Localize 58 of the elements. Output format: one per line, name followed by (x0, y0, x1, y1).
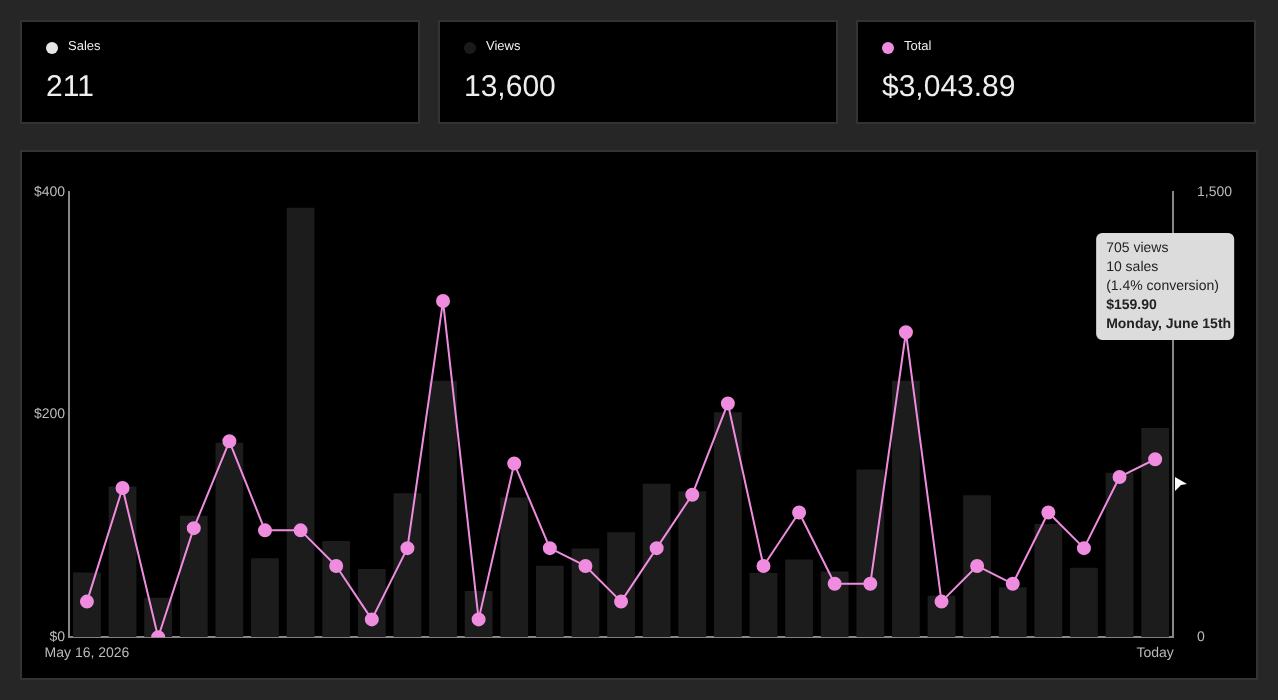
bar (713, 412, 742, 638)
bar (108, 486, 137, 638)
bar (429, 380, 457, 638)
point (542, 541, 557, 556)
bar (1105, 472, 1134, 638)
point (649, 541, 664, 556)
point (329, 558, 344, 573)
text: 211 (46, 70, 94, 104)
text: 13,600 (464, 70, 556, 104)
point (827, 576, 842, 591)
point (614, 594, 629, 609)
point (1005, 576, 1020, 591)
bar (322, 541, 351, 638)
bar (286, 207, 315, 638)
bar (179, 515, 208, 638)
bar (749, 573, 778, 638)
point (1112, 469, 1127, 484)
bar (892, 380, 920, 638)
point (578, 558, 593, 573)
point (115, 481, 130, 496)
bar (215, 442, 244, 638)
bar (785, 559, 813, 638)
bar (856, 469, 885, 638)
point (792, 505, 807, 520)
bar (678, 491, 707, 638)
point (934, 594, 949, 609)
bar (642, 483, 671, 638)
point (970, 558, 985, 573)
point (1041, 505, 1056, 520)
bar (500, 497, 529, 638)
point (863, 576, 878, 591)
point (257, 523, 272, 538)
point (79, 594, 94, 609)
point (436, 294, 451, 309)
point (364, 612, 379, 627)
point (1148, 452, 1163, 467)
point (507, 456, 522, 471)
point (400, 541, 415, 556)
point (756, 558, 771, 573)
point (898, 325, 913, 340)
bar (393, 493, 422, 638)
text: $3,043.89 (882, 70, 1016, 104)
bar (535, 565, 564, 638)
point (293, 523, 308, 538)
point (720, 396, 735, 411)
point (222, 434, 237, 449)
bar (1070, 567, 1098, 638)
point (685, 487, 700, 502)
bar (571, 548, 600, 638)
point (186, 521, 201, 536)
bar (1034, 524, 1063, 638)
bar (251, 558, 279, 638)
bar (820, 571, 849, 638)
bar (607, 532, 635, 638)
point (1076, 541, 1091, 556)
bar (998, 587, 1027, 638)
bar (1141, 427, 1170, 638)
bar (963, 495, 992, 638)
